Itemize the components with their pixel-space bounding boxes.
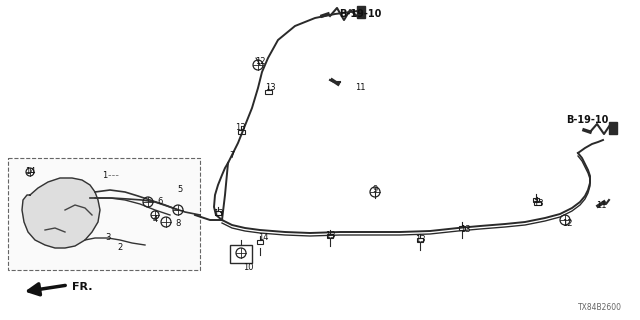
- Bar: [215, 211, 221, 215]
- Text: 14: 14: [25, 167, 35, 177]
- Text: 3: 3: [106, 234, 111, 243]
- Text: 10: 10: [243, 263, 253, 273]
- Bar: [417, 238, 423, 242]
- Text: 13: 13: [532, 198, 543, 207]
- Bar: [257, 240, 263, 244]
- Text: 9: 9: [372, 186, 378, 195]
- Polygon shape: [22, 178, 100, 248]
- Text: 2: 2: [117, 243, 123, 252]
- Bar: [534, 201, 541, 205]
- Text: 13: 13: [265, 84, 275, 92]
- Text: 4: 4: [152, 215, 157, 225]
- Bar: [264, 90, 271, 94]
- Text: 6: 6: [157, 197, 163, 206]
- Text: FR.: FR.: [72, 282, 93, 292]
- Text: 5: 5: [177, 186, 182, 195]
- Bar: [459, 226, 465, 230]
- Text: 11: 11: [596, 201, 606, 210]
- Polygon shape: [357, 6, 365, 18]
- Text: 12: 12: [255, 58, 265, 67]
- Polygon shape: [609, 122, 617, 134]
- Bar: [327, 234, 333, 238]
- Bar: [230, 245, 252, 263]
- Text: 8: 8: [175, 220, 180, 228]
- Text: 13: 13: [212, 209, 223, 218]
- Text: 13: 13: [415, 236, 426, 244]
- Text: 14: 14: [258, 234, 268, 243]
- Text: 13: 13: [324, 231, 335, 241]
- Text: 13: 13: [235, 124, 245, 132]
- Bar: [237, 130, 244, 134]
- Text: TX84B2600: TX84B2600: [578, 303, 622, 313]
- Text: 12: 12: [562, 220, 572, 228]
- Text: 7: 7: [229, 150, 235, 159]
- Text: B-19-10: B-19-10: [566, 115, 608, 125]
- Text: 1: 1: [102, 171, 108, 180]
- FancyBboxPatch shape: [8, 158, 200, 270]
- Text: 13: 13: [460, 226, 470, 235]
- Text: B-19-10: B-19-10: [339, 9, 381, 19]
- Bar: [533, 198, 539, 202]
- Text: 11: 11: [355, 83, 365, 92]
